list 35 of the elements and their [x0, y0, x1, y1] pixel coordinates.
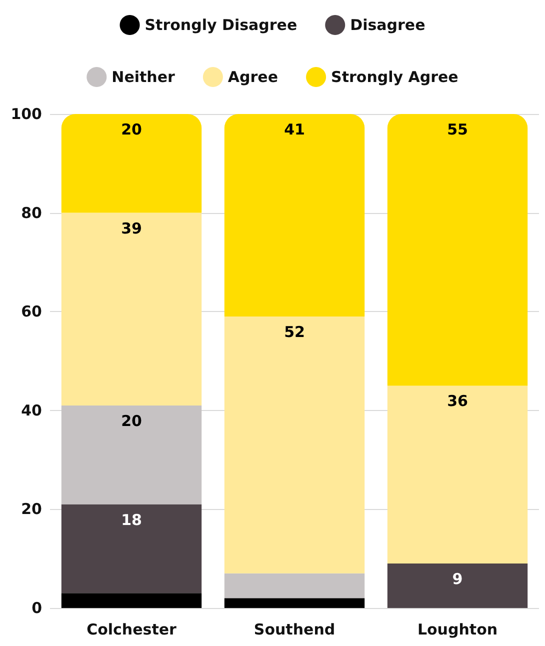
y-tick-label: 100	[10, 105, 42, 123]
data-label: 39	[121, 219, 142, 238]
legend-label: Strongly Disagree	[144, 16, 298, 34]
bar	[61, 212, 202, 406]
x-tick-label: Loughton	[417, 620, 498, 638]
y-tick-label: 0	[32, 599, 42, 617]
legend-label: Agree	[228, 68, 278, 86]
bar	[61, 114, 202, 213]
legend-label: Disagree	[350, 16, 426, 34]
data-label: 55	[447, 120, 468, 138]
data-label: 36	[447, 392, 468, 410]
legend-label: Neither	[112, 68, 176, 86]
bar	[61, 504, 202, 594]
data-label: 20	[121, 120, 142, 138]
data-label: 41	[284, 120, 305, 138]
bar	[387, 564, 528, 608]
y-tick-label: 40	[21, 401, 42, 420]
bar	[224, 573, 365, 598]
bar	[224, 316, 365, 574]
bar	[387, 114, 528, 386]
y-tick-label: 60	[21, 302, 42, 321]
data-label: 20	[121, 412, 142, 430]
data-label: 52	[284, 323, 305, 342]
bar	[224, 598, 365, 608]
data-label: 9	[452, 570, 463, 588]
bar	[224, 114, 365, 317]
bar	[61, 405, 202, 504]
legend-label: Strongly Agree	[331, 68, 458, 86]
x-tick-label: Colchester	[86, 620, 178, 638]
y-tick-label: 80	[21, 204, 42, 222]
bar	[387, 386, 528, 564]
x-tick-label: Southend	[254, 620, 336, 638]
data-label: 18	[121, 510, 142, 529]
bar	[61, 593, 202, 608]
y-tick-label: 20	[21, 500, 42, 518]
